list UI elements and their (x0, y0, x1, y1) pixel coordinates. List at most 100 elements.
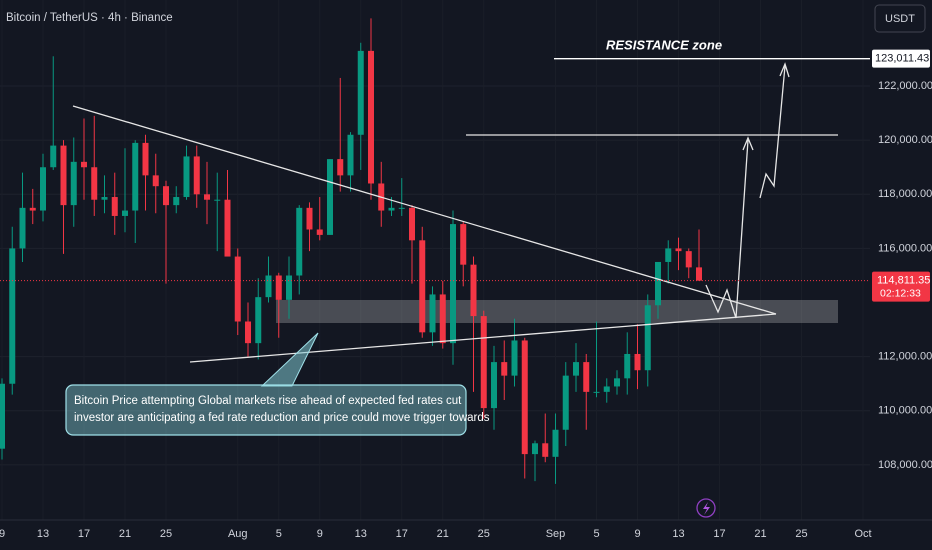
x-tick-label: 9 (634, 528, 640, 540)
candle-body (624, 353, 631, 379)
candle-body (286, 275, 292, 300)
candle-body (696, 267, 702, 281)
candle-body (665, 248, 672, 262)
candle-body (368, 50, 374, 184)
candle-body (50, 145, 57, 168)
candle-body (70, 161, 77, 206)
y-tick-label: 120,000.00 (878, 134, 932, 146)
y-tick-label: 112,000.00 (878, 351, 932, 363)
chart-title: Bitcoin / TetherUS · 4h · Binance (6, 12, 173, 24)
candle-body (655, 261, 661, 306)
candle-body (245, 321, 251, 344)
candle-body (306, 207, 313, 230)
arrow-head (742, 136, 754, 151)
x-tick-label: 5 (276, 528, 282, 540)
candle-body (675, 248, 682, 252)
candle-body (81, 161, 87, 168)
x-tick-label: 21 (119, 528, 131, 540)
y-tick-label: 116,000.00 (878, 242, 932, 254)
candle-body (573, 362, 579, 376)
last-price-label: 114,811.35 (877, 275, 930, 287)
candle-body (603, 386, 610, 392)
candle-body (685, 251, 692, 268)
x-tick-label: 13 (672, 528, 684, 540)
x-tick-label: Oct (854, 528, 871, 540)
candle-body (614, 378, 620, 387)
candle-body (296, 207, 303, 276)
candle-body (470, 264, 477, 317)
candle-body (173, 197, 180, 206)
x-tick-label: 25 (160, 528, 172, 540)
candle-body (234, 256, 241, 322)
y-tick-label: 108,000.00 (878, 459, 932, 471)
candle-body (491, 362, 497, 409)
projection-path (705, 139, 749, 319)
x-tick-label: 13 (37, 528, 49, 540)
candle-body (101, 197, 108, 200)
candle-body (347, 134, 354, 176)
currency-box (874, 4, 926, 33)
candle-body (501, 362, 508, 376)
candle-body (29, 207, 36, 211)
candle-body (204, 194, 210, 200)
candle-body (214, 199, 221, 201)
candle-body (60, 145, 67, 206)
candle-body (327, 159, 333, 235)
candle-body (9, 248, 16, 384)
event-icon[interactable] (696, 498, 716, 518)
trendline (72, 105, 777, 315)
candle-body (439, 294, 446, 344)
x-tick-label: 17 (396, 528, 408, 540)
candle-body (552, 429, 559, 457)
x-tick-label: 17 (78, 528, 90, 540)
event-bolt (703, 502, 710, 515)
callout-pointer (260, 332, 319, 387)
candle-body (388, 207, 395, 211)
candle-body (224, 199, 231, 257)
candle-body (450, 224, 456, 344)
candle-body (316, 229, 323, 235)
candle-body (644, 305, 651, 371)
candle-body (511, 340, 518, 376)
x-tick-label: 5 (593, 528, 599, 540)
resistance-price-box (872, 49, 930, 68)
candle-body (163, 186, 169, 206)
candle-body (521, 340, 528, 455)
x-tick-label: 13 (355, 528, 367, 540)
candle-body (419, 240, 426, 333)
candle-body (152, 175, 159, 187)
trendline (189, 313, 777, 363)
candle-body (634, 353, 641, 371)
candle-body (542, 443, 549, 457)
resistance-price-label: 123,011.43 (875, 53, 929, 65)
candle-body (429, 294, 436, 333)
candle-body (265, 275, 272, 298)
candle-body (275, 275, 282, 300)
candle-body (142, 142, 149, 176)
countdown: 02:12:33 (880, 287, 921, 299)
drawings (72, 62, 838, 363)
x-tick-label: 25 (478, 528, 490, 540)
callout-box (65, 384, 467, 436)
candle-body (91, 167, 98, 200)
candle-body (122, 210, 128, 216)
last-price-box (872, 271, 930, 302)
projection-path (759, 65, 786, 199)
candle-body (0, 383, 5, 449)
x-tick-label: Sep (546, 528, 566, 540)
axes: 108,000.00 110,000.00 112,000.00 116,000.00… (0, 80, 932, 540)
candle-body (132, 142, 139, 211)
candle-body (337, 159, 344, 176)
candle-body (19, 207, 26, 249)
candle-body (583, 362, 590, 392)
candle-body (398, 207, 405, 209)
support-zone (276, 300, 838, 323)
candle-body (255, 297, 262, 344)
currency: USDT (885, 13, 915, 25)
candles (0, 18, 702, 484)
candle-body (40, 167, 46, 211)
y-tick-label: 118,000.00 (878, 188, 932, 200)
candle-body (183, 156, 190, 198)
